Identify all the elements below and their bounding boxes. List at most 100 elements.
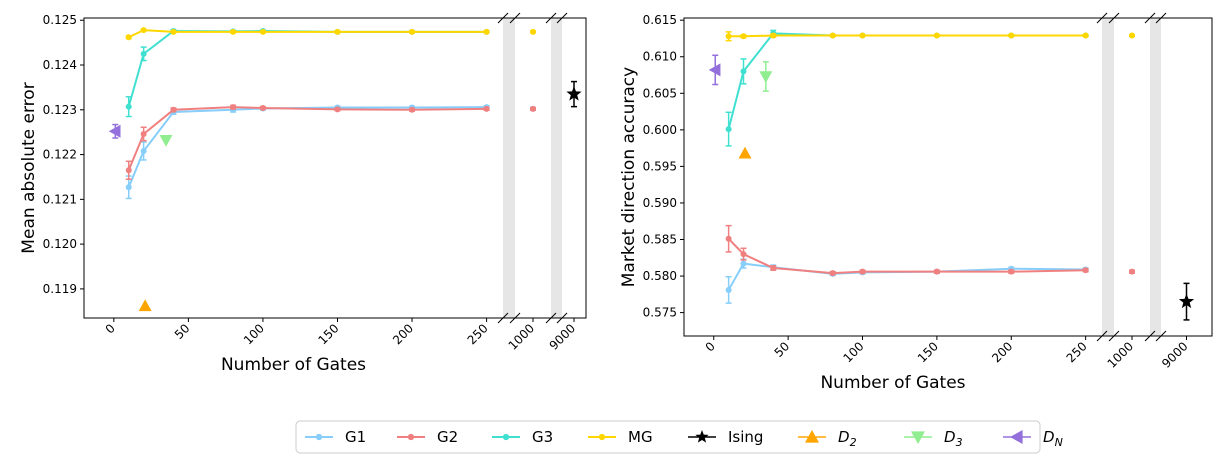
marker-d-n (708, 63, 721, 77)
data-point-g3 (140, 50, 147, 57)
x-tick-label: 1000 (1105, 339, 1136, 370)
marker-d-2 (738, 146, 752, 159)
x-tick-label: 250 (465, 321, 491, 347)
series-g1 (725, 258, 1089, 304)
x-tick-label: 1000 (506, 321, 537, 352)
data-point-g2 (770, 265, 777, 272)
legend-entry-d3: D3 (904, 428, 963, 449)
data-point-g2 (859, 268, 866, 275)
data-point-mg (1082, 32, 1089, 39)
data-point-mg (859, 32, 866, 39)
data-point-g2 (829, 270, 836, 277)
y-tick-label: 0.119 (43, 282, 77, 296)
data-point-g2 (259, 105, 266, 111)
axis-break-mark (545, 312, 557, 324)
series-g3 (125, 27, 490, 118)
data-point-g2 (725, 235, 732, 242)
axis-break-band (1102, 18, 1114, 336)
legend-entry-dn: DN (1003, 428, 1063, 449)
x-tick-label: 150 (915, 339, 941, 365)
data-point-g2 (530, 105, 536, 112)
series-line-g1 (127, 106, 487, 188)
y-tick-label: 0.121 (43, 192, 77, 206)
legend: G1 G2 G3 MG Ising D2 D3 DN (295, 420, 1063, 454)
y-axis-label: Mean absolute error (19, 82, 39, 253)
data-point-mg (170, 28, 177, 35)
y-tick-label: 0.590 (643, 196, 677, 210)
data-point-mg (1129, 32, 1135, 39)
axis-break-mark (509, 312, 521, 324)
legend-marker (805, 430, 819, 443)
y-tick-label: 0.120 (43, 237, 77, 251)
x-tick-label: 250 (1064, 339, 1090, 365)
x-tick-label: 0 (103, 321, 118, 336)
marker-d-3 (759, 71, 773, 83)
y-tick-label: 0.124 (43, 58, 77, 72)
legend-entry-mg: MG (588, 428, 653, 446)
chart-market-direction-accuracy: 0.575 0.580 0.585 0.590 0.595 0.600 0.605 0.610… (619, 12, 1213, 393)
series-g2 (725, 224, 1135, 277)
axis-break-band (1150, 18, 1161, 336)
data-point-mg (725, 33, 732, 40)
data-point-g1 (725, 286, 732, 293)
legend-marker (1010, 430, 1023, 444)
series-g1 (125, 104, 536, 200)
data-point-g2 (933, 268, 940, 275)
legend-marker (598, 433, 606, 441)
x-tick-label: 200 (390, 321, 416, 347)
x-tick-label: 100 (241, 321, 267, 347)
legend-label: D3 (944, 428, 963, 449)
legend-label: G2 (437, 428, 458, 446)
y-tick-label: 0.605 (643, 86, 677, 100)
legend-label: DN (1043, 428, 1063, 449)
legend-marker (695, 430, 709, 443)
legend-marker (315, 433, 323, 441)
x-tick-label: 50 (772, 339, 793, 360)
y-tick-label: 0.122 (43, 148, 77, 162)
legend-marker (502, 433, 510, 441)
data-point-g1 (740, 260, 747, 267)
y-tick-label: 0.123 (43, 103, 77, 117)
plot-frame (83, 17, 587, 319)
data-point-g2 (170, 106, 177, 113)
legend-label: D2 (838, 428, 857, 449)
data-point-mg (829, 32, 836, 39)
data-point-g3 (125, 103, 132, 110)
legend-box (295, 420, 1041, 454)
plot-frame (683, 17, 1213, 337)
legend-label: MG (628, 428, 653, 446)
data-point-mg (334, 28, 341, 35)
data-point-g2 (1129, 268, 1135, 275)
y-tick-label: 0.575 (643, 306, 677, 320)
series-line-mg (728, 34, 1086, 38)
series-g2 (125, 104, 536, 180)
legend-marker (911, 431, 925, 444)
y-tick-label: 0.125 (43, 13, 77, 27)
y-tick-label: 0.580 (643, 269, 677, 283)
data-point-g3 (725, 126, 732, 133)
legend-label: Ising (728, 428, 763, 446)
chart-mean-absolute-error: 0.119 0.120 0.121 0.122 0.123 0.124 0.125 0 50 10… (19, 12, 587, 375)
axis-break-mark (1144, 330, 1156, 342)
x-tick-label: 9000 (1159, 339, 1190, 370)
legend-label: G3 (532, 428, 553, 446)
data-point-mg (230, 28, 237, 35)
data-point-mg (409, 28, 416, 35)
marker-d-3 (159, 135, 173, 147)
legend-entry-ising: Ising (688, 428, 763, 446)
data-point-g1 (125, 184, 132, 191)
data-point-g2 (140, 130, 147, 137)
axis-break-mark (545, 12, 557, 24)
data-point-g2 (1008, 268, 1015, 275)
axis-break-mark (497, 312, 509, 324)
axis-break-band (551, 18, 562, 318)
axis-break-mark (556, 12, 568, 24)
series-line-g2 (727, 238, 1086, 275)
data-point-g3 (740, 68, 747, 75)
legend-entry-g3: G3 (492, 428, 553, 446)
data-point-mg (125, 34, 132, 41)
data-point-mg (770, 32, 777, 39)
data-point-g2 (230, 104, 237, 111)
x-tick-label: 150 (316, 321, 342, 347)
